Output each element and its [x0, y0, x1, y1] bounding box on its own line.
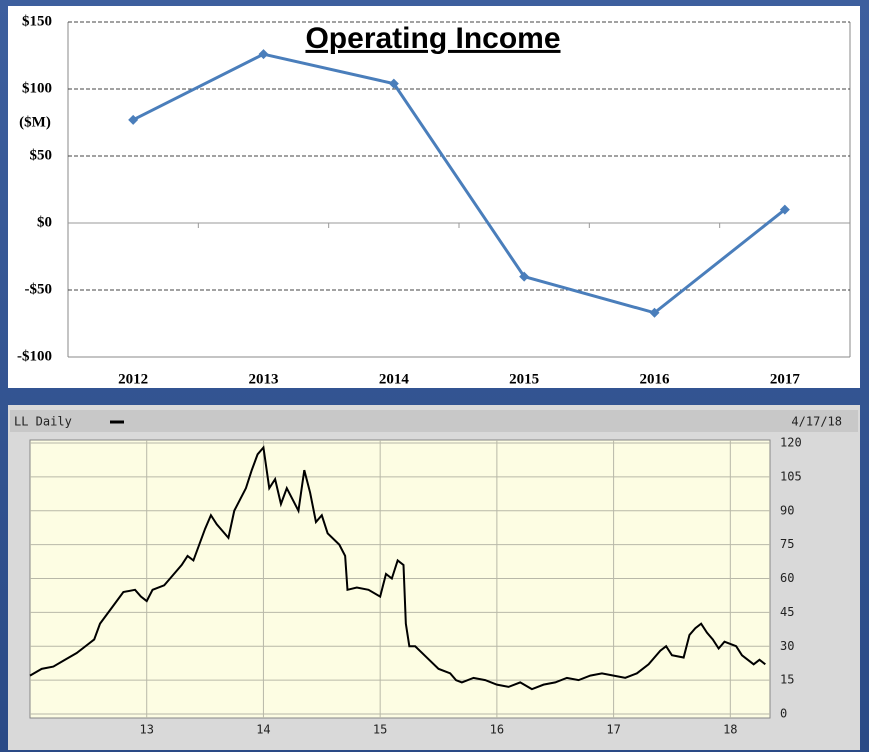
x-tick-label: 13 [139, 723, 153, 737]
x-tick-label: 15 [373, 723, 387, 737]
x-tick-label: 2012 [118, 371, 148, 387]
marker [258, 49, 269, 60]
y-tick-label: $150 [22, 13, 52, 29]
line [132, 52, 786, 315]
marker [519, 271, 530, 282]
y-tick-label: $100 [22, 80, 52, 96]
y-tick-label: 60 [780, 571, 794, 585]
y-tick-label: 15 [780, 673, 794, 687]
x-tick-label: 2014 [379, 371, 410, 387]
y-tick-label: 75 [780, 537, 794, 551]
x-tick-label: 2013 [249, 371, 279, 387]
x-tick-label: 2015 [509, 371, 539, 387]
y-tick-label: $50 [30, 147, 53, 163]
date-label: 4/17/18 [791, 415, 842, 429]
y-tick-label: 120 [780, 436, 802, 450]
x-tick-label: 17 [606, 723, 620, 737]
y-tick-label: 0 [780, 707, 787, 721]
y-axis-label: ($M) [19, 114, 51, 130]
legend-label: LL Daily [14, 415, 72, 429]
y-tick-label: 105 [780, 469, 802, 483]
x-tick-label: 16 [490, 723, 504, 737]
marker [388, 78, 399, 89]
x-tick-label: 2016 [640, 371, 671, 387]
y-tick-label: 45 [780, 605, 794, 619]
chart1-title: Operating Income [305, 22, 560, 55]
marker [649, 307, 660, 318]
marker [128, 114, 139, 125]
price-line [29, 445, 766, 691]
chart2-header [10, 410, 858, 432]
chart1-background [8, 6, 860, 388]
y-tick-label: 90 [780, 503, 794, 517]
y-tick-label: -$100 [17, 348, 52, 364]
x-tick-label: 2017 [770, 371, 801, 387]
x-tick-label: 14 [256, 723, 270, 737]
y-tick-label: $0 [37, 214, 52, 230]
y-tick-label: -$50 [25, 281, 53, 297]
marker [779, 204, 790, 215]
x-tick-label: 18 [723, 723, 737, 737]
y-tick-label: 30 [780, 639, 794, 653]
